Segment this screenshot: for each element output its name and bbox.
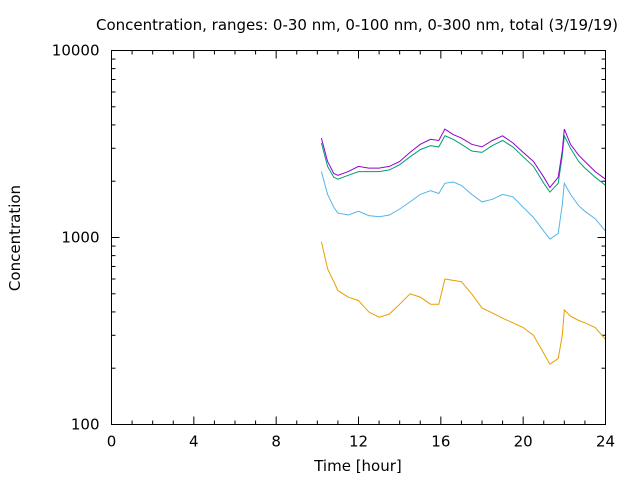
series-line-3 [320,134,606,193]
x-tick-label: 12 [349,433,368,451]
x-tick-label: 4 [189,433,199,451]
chart-title: Concentration, ranges: 0-30 nm, 0-100 nm… [96,16,618,34]
y-tick-label: 1000 [61,229,99,247]
tick-group: 0 4 8 12 16 20 24 100 1000 10000 [52,42,615,451]
series-group [320,128,606,365]
x-tick-label: 16 [431,433,450,451]
y-tick-label: 10000 [52,42,100,60]
x-tick-label: 24 [596,433,615,451]
series-line-4 [320,128,606,189]
x-tick-label: 20 [514,433,533,451]
series-line-2 [320,171,606,240]
y-tick-label: 100 [71,416,100,434]
x-tick-label: 0 [107,433,117,451]
y-axis-label: Concentration [6,185,24,291]
plot-frame [111,50,606,425]
x-axis-label: Time [hour] [313,457,402,475]
x-tick-label: 8 [271,433,281,451]
series-line-1 [320,241,606,365]
